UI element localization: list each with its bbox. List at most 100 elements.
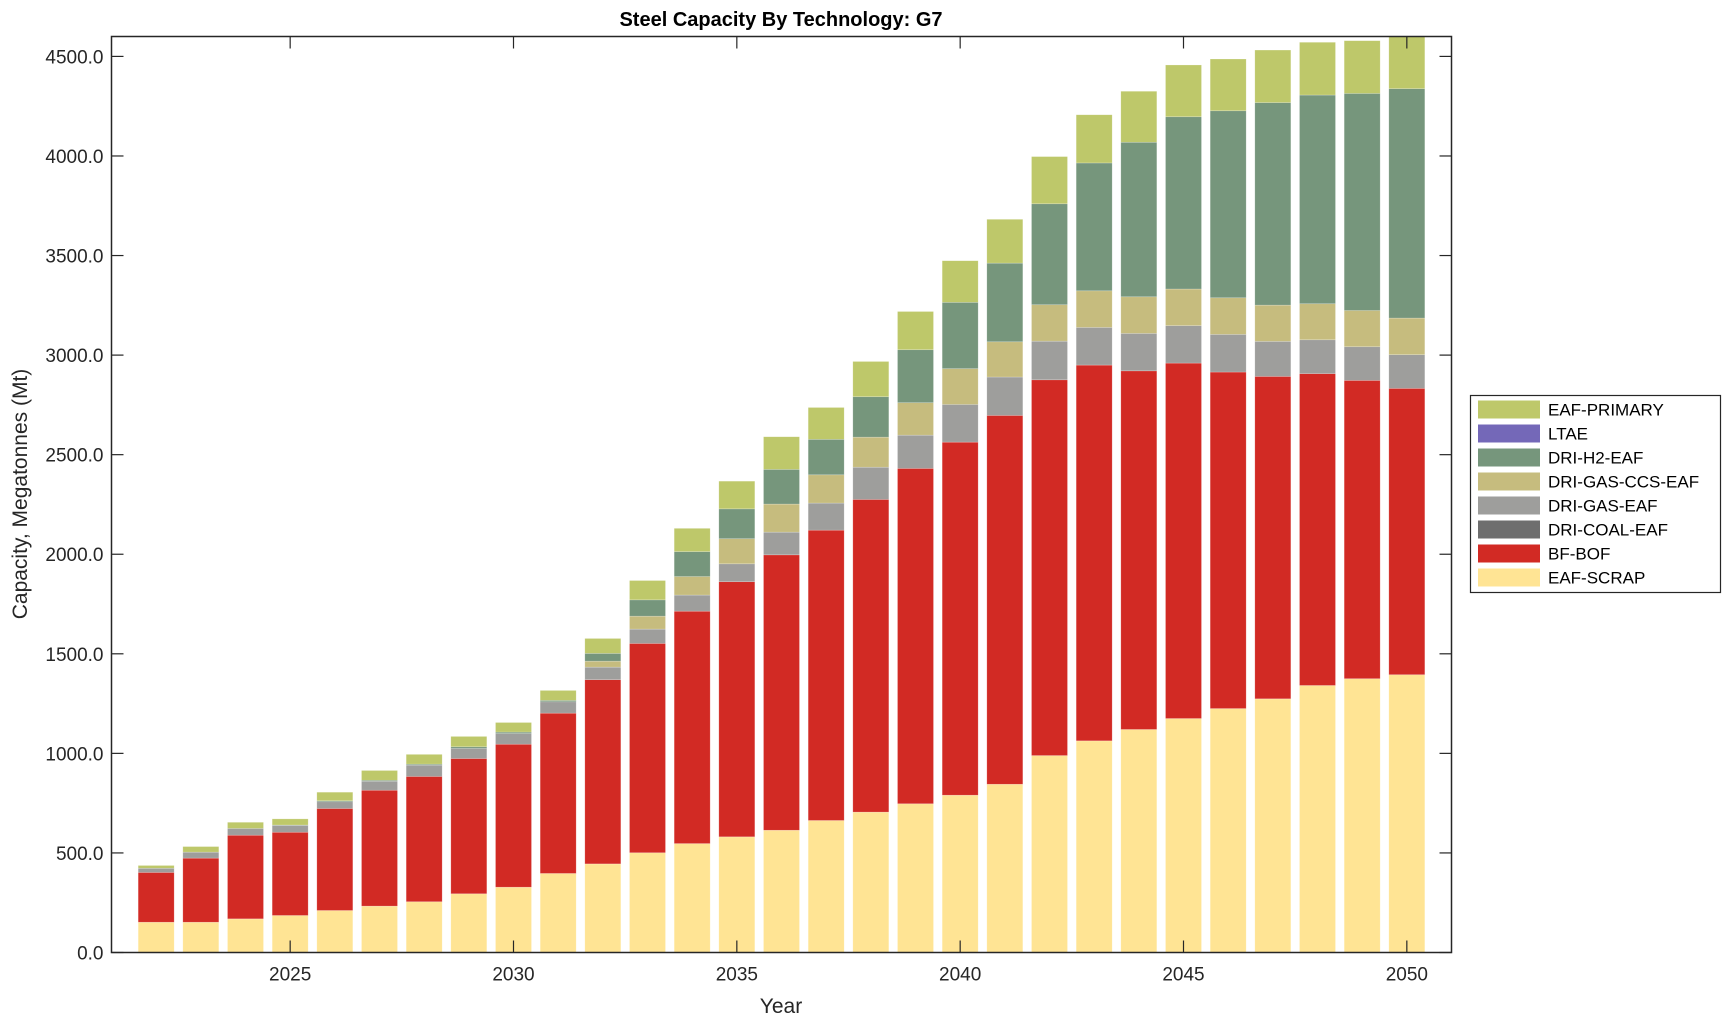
bar-segment-eaf-primary-2046 [1209,58,1247,112]
bar-segment-dri-gas-eaf-2028 [405,764,443,777]
bar-segment-dri-gas-eaf-2032 [584,666,622,681]
legend-label: BF-BOF [1548,545,1610,564]
bar-segment-eaf-scrap-2041 [986,783,1024,953]
bar-segment-eaf-primary-2030 [495,722,532,733]
bar-segment-dri-h2-eaf-2039 [897,349,934,404]
bar-segment-dri-gas-eaf-2024 [227,828,264,836]
legend-swatch-dri-gas-ccs-eaf [1478,472,1540,491]
bar-segment-eaf-scrap-2024 [227,918,264,953]
bar-segment-bf-bof-2030 [495,743,532,888]
bar-segment-dri-gas-eaf-2035 [718,563,756,583]
y-tick-label: 2500.0 [45,446,103,467]
bar-segment-bf-bof-2040 [941,441,979,796]
legend-swatch-dri-gas-eaf [1478,496,1540,515]
bar-segment-dri-h2-eaf-2041 [986,262,1024,343]
y-tick-label: 4500.0 [45,47,103,68]
bar-segment-eaf-scrap-2047 [1254,698,1292,953]
x-tick-label: 2030 [492,965,534,986]
legend: EAF-PRIMARY LTAE DRI-H2-EAF DRI-GAS-CCS-EAF… [1469,394,1722,594]
bar-segment-dri-gas-eaf-2033 [629,628,666,644]
legend-label: LTAE [1548,425,1588,444]
bar-segment-dri-h2-eaf-2043 [1075,162,1113,292]
bar-segment-eaf-primary-2047 [1254,49,1292,103]
legend-swatch-eaf-scrap [1478,568,1540,587]
bar-segment-bf-bof-2028 [405,776,443,903]
bar-segment-bf-bof-2041 [986,415,1024,785]
bar-segment-dri-gas-ccs-eaf-2033 [629,615,666,630]
bar-segment-dri-gas-ccs-eaf-2043 [1075,290,1113,328]
bar-segment-dri-h2-eaf-2047 [1254,102,1292,306]
bar-segment-eaf-primary-2044 [1120,90,1158,143]
bar-segment-eaf-scrap-2039 [897,803,934,953]
bar-segment-bf-bof-2029 [450,758,488,895]
bar-segment-dri-h2-eaf-2032 [584,653,622,662]
bar-segment-eaf-scrap-2032 [584,863,622,953]
legend-swatch-eaf-primary [1478,400,1540,419]
bar-segment-bf-bof-2035 [718,581,756,838]
bar-segment-eaf-scrap-2050 [1388,674,1426,953]
bar-segment-dri-h2-eaf-2045 [1165,116,1202,290]
bar-segment-bf-bof-2037 [807,529,845,821]
x-tick-label: 2050 [1386,965,1428,986]
legend-label: DRI-GAS-CCS-EAF [1548,473,1699,492]
bar-segment-dri-gas-eaf-2042 [1031,340,1068,381]
bar-segment-dri-gas-ccs-eaf-2044 [1120,296,1158,334]
bar-segment-eaf-scrap-2027 [361,905,398,953]
bar-segment-eaf-primary-2024 [227,821,264,829]
bar-segment-eaf-primary-2034 [673,528,711,552]
bar-segment-dri-gas-eaf-2044 [1120,333,1158,372]
bar-segment-dri-gas-eaf-2046 [1209,334,1247,373]
bar-segment-dri-gas-eaf-2025 [271,825,309,833]
bar-segment-eaf-primary-2035 [718,480,756,510]
bar-segment-eaf-scrap-2049 [1343,678,1381,953]
chart-title: Steel Capacity By Technology: G7 [619,9,942,31]
bar-segment-dri-gas-eaf-2030 [495,733,532,745]
bar-segment-dri-gas-eaf-2026 [316,801,354,809]
bar-segment-eaf-primary-2026 [316,791,354,802]
bar-segment-dri-h2-eaf-2046 [1209,110,1247,299]
bar-segment-dri-gas-eaf-2039 [897,434,934,469]
bar-segment-dri-gas-eaf-2040 [941,404,979,443]
bar-segment-dri-gas-eaf-2036 [763,531,800,556]
bar-segment-dri-gas-ccs-eaf-2039 [897,402,934,436]
bar-segment-dri-gas-ccs-eaf-2041 [986,341,1024,378]
y-tick-label: 1000.0 [45,744,103,765]
bar-segment-dri-gas-eaf-2041 [986,376,1024,416]
bar-segment-dri-gas-eaf-2029 [450,748,488,759]
bar-segment-dri-gas-eaf-2048 [1299,339,1336,374]
y-axis: 0.0 500.0 1000.0 1500.0 2000.0 2500.0 3000.0 35… [45,47,1452,965]
bar-segment-eaf-scrap-2048 [1299,685,1336,953]
legend-swatch-dri-h2-eaf [1478,448,1540,467]
legend-swatch-ltae [1478,424,1540,443]
bar-segment-dri-gas-ccs-eaf-2045 [1165,288,1202,326]
bar-segment-eaf-primary-2025 [271,818,309,826]
bar-segment-dri-gas-ccs-eaf-2042 [1031,304,1068,342]
legend-label: DRI-H2-EAF [1548,449,1643,468]
bar-segment-bf-bof-2048 [1299,373,1336,686]
bar-segment-bf-bof-2039 [897,468,934,805]
legend-label: EAF-SCRAP [1548,569,1645,588]
bar-segment-bf-bof-2036 [763,554,800,831]
y-tick-label: 2000.0 [45,545,103,566]
bar-segment-dri-gas-ccs-eaf-2032 [584,660,622,668]
bar-segment-dri-gas-ccs-eaf-2038 [852,436,890,468]
y-tick-label: 1500.0 [45,645,103,666]
bar-segment-eaf-scrap-2022 [137,921,175,953]
bar-segment-bf-bof-2038 [852,499,890,813]
bar-segment-bf-bof-2042 [1031,379,1068,756]
x-tick-label: 2040 [939,965,981,986]
x-tick-label: 2045 [1162,965,1204,986]
bar-segment-dri-gas-eaf-2022 [137,867,175,873]
bars-group [137,36,1426,953]
bar-segment-bf-bof-2049 [1343,380,1381,679]
bar-segment-eaf-primary-2049 [1343,40,1381,94]
legend-label: DRI-COAL-EAF [1548,521,1668,540]
bar-segment-dri-h2-eaf-2036 [763,469,800,505]
bar-segment-dri-h2-eaf-2035 [718,508,756,540]
x-axis-label: Year [760,995,802,1018]
bar-segment-eaf-primary-2045 [1165,64,1202,118]
bar-segment-dri-gas-ccs-eaf-2046 [1209,297,1247,335]
bar-segment-eaf-scrap-2046 [1209,708,1247,953]
bar-segment-eaf-primary-2041 [986,219,1024,264]
bar-segment-bf-bof-2050 [1388,388,1426,676]
